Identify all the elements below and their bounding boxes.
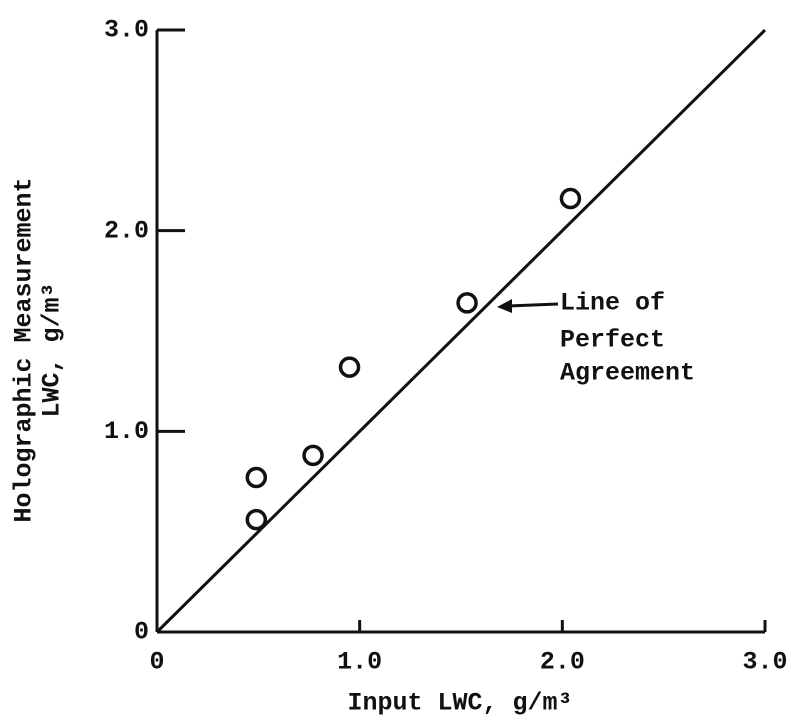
point <box>245 508 268 531</box>
x-tick-label: 0 <box>149 648 164 677</box>
annotation: Line of <box>560 289 665 318</box>
point <box>302 444 324 467</box>
y-axis-label: Holographic Measurement <box>10 177 39 522</box>
y-tick-label: 0 <box>134 618 149 647</box>
x-tick-label: 1.0 <box>337 648 382 677</box>
annotation: Agreement <box>560 359 695 388</box>
point <box>456 292 478 314</box>
annotation: Perfect <box>560 326 665 355</box>
x-tick-label: 2.0 <box>540 648 585 677</box>
y-axis-label: LWC, g/m³ <box>38 282 67 417</box>
arrow-head <box>497 299 512 313</box>
x-axis-label: Input LWC, g/m³ <box>347 689 572 718</box>
x-tick-label: 3.0 <box>742 648 787 677</box>
reference-line <box>155 28 767 634</box>
point <box>559 187 582 210</box>
y-tick-label: 3.0 <box>104 16 149 45</box>
y-tick-label: 2.0 <box>104 216 149 245</box>
arrow <box>507 302 559 308</box>
y-tick-label: 1.0 <box>104 417 149 446</box>
point <box>338 356 361 378</box>
point <box>245 466 268 489</box>
